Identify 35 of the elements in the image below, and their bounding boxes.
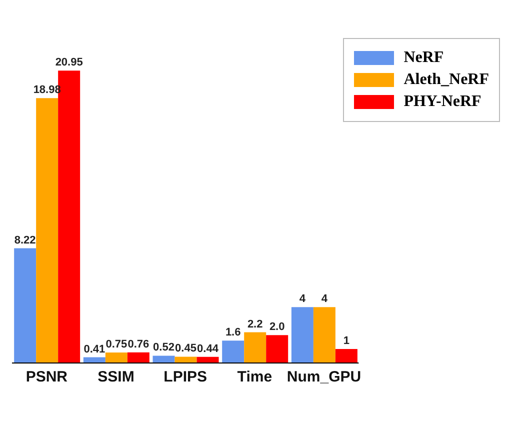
bar [244,332,266,363]
bar [291,307,314,363]
bar [222,340,244,363]
data-label: 4 [299,293,306,306]
data-label: 0.44 [197,342,220,355]
data-label: 20.95 [55,56,83,69]
bar [313,307,336,363]
data-label: 0.52 [153,342,174,354]
x-tick-label: Num_GPU [286,368,362,386]
data-label: 4 [321,293,328,306]
x-tick-label: Time [237,368,272,386]
bar [127,352,150,363]
bar [152,356,175,363]
data-label: 1.6 [225,326,241,339]
data-label: 0.75 [106,338,128,351]
data-label: 1 [343,335,350,348]
bar [36,98,58,363]
x-tick-label: PSNR [26,368,68,386]
data-label: 0.76 [128,338,150,350]
x-tick-label: LPIPS [164,368,208,386]
data-label: 8.22 [14,234,36,246]
bar [335,349,358,363]
legend-label: Aleth_NeRF [404,71,489,89]
bar [14,248,36,363]
bar [105,352,128,363]
data-label: 0.41 [84,343,106,356]
x-tick-label: SSIM [98,368,134,386]
data-label: 2.0 [269,321,285,334]
data-label: 0.45 [175,342,196,355]
data-label: 2.2 [247,318,263,330]
legend-label: NeRF [404,49,444,67]
bar [196,356,219,363]
bar [266,335,288,363]
bar [174,356,197,363]
legend-label: PHY-NeRF [404,93,482,111]
